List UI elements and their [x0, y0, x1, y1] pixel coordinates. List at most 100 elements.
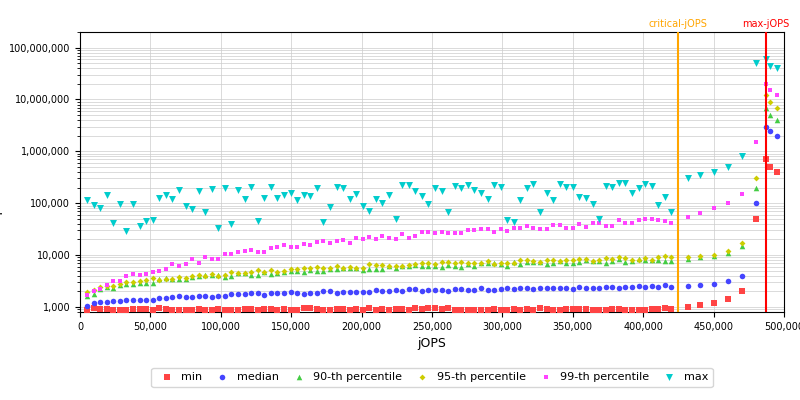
max	[750, 60, 762, 66]
median	[370, 287, 382, 293]
95-th percentile	[707, 252, 720, 258]
90-th percentile	[540, 260, 553, 267]
min	[707, 300, 720, 306]
90-th percentile	[290, 267, 303, 274]
90-th percentile	[599, 260, 612, 266]
99-th percentile	[120, 272, 133, 279]
95-th percentile	[317, 265, 330, 271]
median	[682, 283, 694, 290]
90-th percentile	[284, 268, 297, 274]
95-th percentile	[225, 268, 238, 275]
median	[707, 280, 720, 287]
95-th percentile	[455, 259, 468, 266]
90-th percentile	[646, 257, 658, 263]
90-th percentile	[402, 263, 415, 270]
min	[658, 305, 671, 312]
min	[619, 306, 632, 313]
90-th percentile	[514, 260, 526, 267]
min	[94, 306, 106, 312]
90-th percentile	[682, 256, 694, 262]
min	[186, 306, 198, 313]
90-th percentile	[232, 270, 245, 276]
min	[390, 306, 402, 312]
max	[390, 216, 402, 222]
median	[323, 288, 336, 294]
min	[759, 156, 772, 162]
median	[278, 289, 290, 296]
99-th percentile	[474, 226, 487, 232]
90-th percentile	[501, 262, 514, 269]
median	[206, 293, 218, 300]
max	[429, 185, 442, 192]
min	[750, 216, 762, 222]
99-th percentile	[501, 228, 514, 235]
99-th percentile	[251, 249, 264, 255]
median	[573, 284, 586, 290]
min	[566, 306, 579, 312]
max	[534, 208, 546, 215]
90-th percentile	[133, 280, 146, 286]
median	[298, 290, 310, 297]
min	[415, 306, 428, 312]
99-th percentile	[606, 222, 618, 229]
min	[350, 306, 362, 312]
95-th percentile	[337, 265, 350, 271]
median	[140, 296, 153, 303]
min	[120, 307, 133, 314]
min	[554, 307, 566, 314]
99-th percentile	[455, 230, 468, 236]
median	[317, 288, 330, 295]
max	[442, 209, 454, 215]
max	[422, 201, 435, 208]
max	[507, 219, 520, 225]
median	[468, 286, 481, 293]
95-th percentile	[693, 253, 706, 260]
90-th percentile	[330, 266, 343, 272]
99-th percentile	[566, 224, 579, 231]
max	[330, 184, 343, 190]
min	[429, 305, 442, 312]
95-th percentile	[613, 254, 626, 260]
95-th percentile	[599, 255, 612, 262]
min	[107, 307, 120, 313]
90-th percentile	[218, 274, 231, 280]
99-th percentile	[626, 220, 638, 226]
max	[735, 153, 748, 160]
median	[304, 290, 317, 296]
90-th percentile	[186, 274, 198, 280]
max	[468, 187, 481, 193]
95-th percentile	[87, 286, 100, 293]
99-th percentile	[81, 292, 94, 298]
median	[693, 282, 706, 289]
90-th percentile	[534, 258, 546, 265]
99-th percentile	[707, 205, 720, 212]
90-th percentile	[317, 267, 330, 274]
90-th percentile	[409, 262, 422, 269]
min	[735, 288, 748, 294]
min	[140, 306, 153, 312]
90-th percentile	[81, 293, 94, 299]
99-th percentile	[133, 272, 146, 279]
median	[120, 297, 133, 303]
max	[455, 185, 468, 191]
95-th percentile	[146, 275, 159, 282]
median	[173, 293, 186, 299]
95-th percentile	[442, 259, 454, 266]
max	[310, 185, 323, 191]
median	[159, 295, 172, 301]
99-th percentile	[599, 223, 612, 229]
90-th percentile	[370, 266, 382, 272]
95-th percentile	[245, 268, 258, 275]
99-th percentile	[87, 288, 100, 294]
max	[474, 190, 487, 196]
90-th percentile	[323, 266, 336, 272]
median	[770, 132, 783, 139]
max	[599, 182, 612, 189]
max	[120, 228, 133, 234]
min	[304, 305, 317, 312]
median	[232, 291, 245, 297]
median	[527, 286, 540, 292]
95-th percentile	[606, 256, 618, 262]
95-th percentile	[238, 270, 251, 277]
95-th percentile	[468, 260, 481, 266]
